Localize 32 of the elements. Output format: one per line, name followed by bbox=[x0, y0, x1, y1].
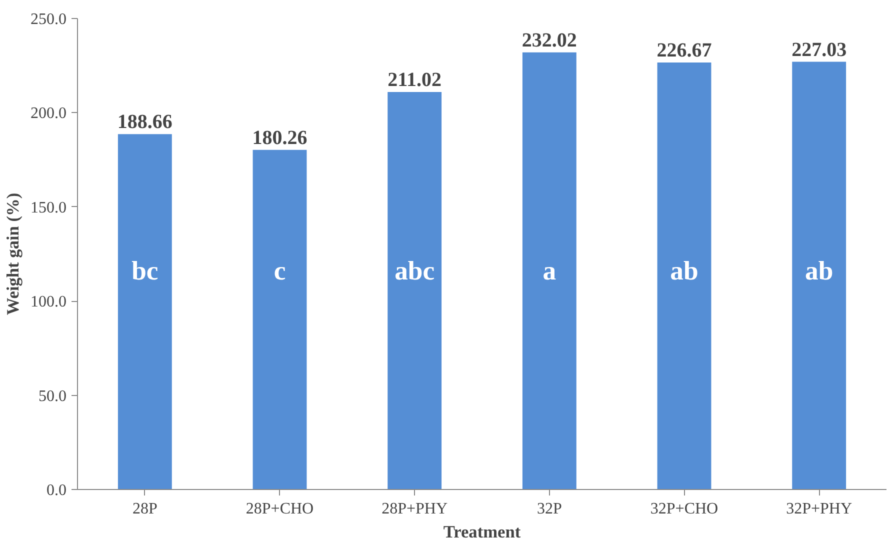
x-tick-label: 32P bbox=[536, 500, 562, 518]
y-tick-label: 50.0 bbox=[38, 388, 66, 405]
annotation: bc bbox=[132, 255, 158, 286]
annotation: ab bbox=[805, 255, 834, 286]
x-tick-label: 28P+PHY bbox=[382, 500, 448, 518]
x-tick-label: 32P+CHO bbox=[650, 500, 718, 518]
data-label: 211.02 bbox=[388, 68, 442, 91]
bar bbox=[118, 134, 172, 490]
data-label: 227.03 bbox=[792, 38, 847, 61]
x-tick-label: 28P bbox=[132, 500, 158, 518]
data-label: 180.26 bbox=[252, 126, 308, 149]
bar bbox=[522, 52, 576, 490]
data-label: 226.67 bbox=[656, 39, 712, 62]
y-tick-label: 150.0 bbox=[30, 199, 66, 216]
y-tick-label: 200.0 bbox=[30, 105, 66, 122]
bar bbox=[792, 62, 846, 490]
y-tick-label: 0.0 bbox=[46, 482, 66, 499]
bar bbox=[388, 92, 442, 490]
data-label: 232.02 bbox=[522, 29, 577, 52]
bar bbox=[657, 62, 712, 490]
x-tick-label: 32P+PHY bbox=[786, 500, 852, 518]
y-tick-label: 250.0 bbox=[30, 11, 66, 28]
y-tick-label: 100.0 bbox=[30, 294, 66, 311]
data-label: 188.66 bbox=[117, 111, 172, 134]
annotation: abc bbox=[394, 255, 435, 286]
annotation: a bbox=[542, 255, 556, 286]
bar bbox=[252, 150, 307, 490]
y-axis-title: Weight gain (%) bbox=[4, 192, 22, 316]
x-tick-label: 28P+CHO bbox=[246, 500, 314, 518]
annotation: c bbox=[274, 255, 286, 286]
annotation: ab bbox=[670, 255, 698, 286]
x-axis-title: Treatment bbox=[443, 522, 521, 542]
